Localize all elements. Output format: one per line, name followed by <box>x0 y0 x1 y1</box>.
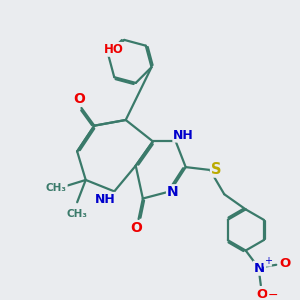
Text: NH: NH <box>95 193 116 206</box>
Text: +: + <box>264 256 272 266</box>
Text: NH: NH <box>173 129 194 142</box>
Text: N: N <box>167 185 179 199</box>
Text: CH₃: CH₃ <box>46 183 67 193</box>
Text: O: O <box>279 257 290 270</box>
Text: −: − <box>268 289 278 300</box>
Text: O: O <box>130 221 142 235</box>
Text: CH₃: CH₃ <box>66 209 87 219</box>
Text: O: O <box>256 288 268 300</box>
Text: HO: HO <box>104 43 124 56</box>
Text: S: S <box>211 162 221 177</box>
Text: O: O <box>73 92 85 106</box>
Text: N: N <box>254 262 265 275</box>
